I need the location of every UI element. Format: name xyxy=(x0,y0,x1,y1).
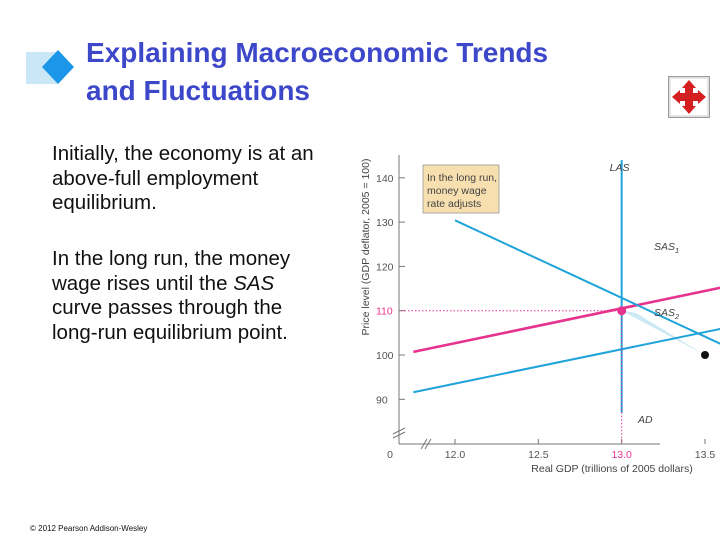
x-tick-label: 12.0 xyxy=(445,449,466,461)
ad-curve xyxy=(454,219,720,345)
y-tick-label: 130 xyxy=(376,217,394,229)
adjustment-shading xyxy=(621,310,706,355)
callout-line-2: money wage xyxy=(427,185,487,197)
slide-title: Explaining Macroeconomic Trends and Fluc… xyxy=(86,34,646,110)
long-run-equilibrium-point xyxy=(701,351,710,359)
paragraph2-pre: In the long run, the money wage rises un… xyxy=(52,247,291,295)
paragraph2-sas: SAS xyxy=(233,271,275,295)
y-tick-label: 120 xyxy=(376,261,394,273)
bullet-diamond xyxy=(42,50,74,84)
initial-equilibrium-point xyxy=(617,306,627,316)
y-tick-label: 100 xyxy=(376,350,394,362)
four-arrows-icon[interactable] xyxy=(668,76,710,118)
callout-line-3: rate adjusts xyxy=(427,198,481,210)
paragraph-initial-equilibrium: Initially, the economy is at an above-fu… xyxy=(52,142,314,214)
y-tick-label: 110 xyxy=(376,306,393,318)
title-line-1: Explaining Macroeconomic Trends xyxy=(86,37,549,68)
ad-label: AD xyxy=(637,414,653,426)
sas1-label: SAS1 xyxy=(654,241,679,255)
x-axis-label: Real GDP (trillions of 2005 dollars) xyxy=(531,463,692,475)
x-tick-label: 0 xyxy=(387,449,393,461)
y-axis-label: Price level (GDP deflator, 2005 = 100) xyxy=(360,159,372,336)
title-diamond-bullet xyxy=(26,50,74,84)
sas1-curve xyxy=(413,286,720,354)
x-tick-label: 13.0 xyxy=(611,449,632,461)
sas2-label: SAS2 xyxy=(654,307,680,321)
x-tick-label: 13.5 xyxy=(695,449,716,461)
las-label: LAS xyxy=(610,162,630,174)
x-tick-label: 12.5 xyxy=(528,449,549,461)
title-line-2: and Fluctuations xyxy=(86,75,310,106)
paragraph2-post: curve passes through the long-run equili… xyxy=(52,296,288,344)
y-tick-label: 90 xyxy=(376,394,388,406)
axis-break-marks xyxy=(392,427,432,450)
copyright: © 2012 Pearson Addison-Wesley xyxy=(30,524,148,533)
paragraph-long-run-adjustment: In the long run, the money wage rises un… xyxy=(52,247,312,345)
callout-line-1: In the long run, xyxy=(427,172,497,184)
long-run-callout: In the long run, money wage rate adjusts xyxy=(422,164,500,214)
y-tick-label: 140 xyxy=(376,173,394,185)
sas2-curve xyxy=(413,327,720,394)
callout-box xyxy=(422,164,500,214)
